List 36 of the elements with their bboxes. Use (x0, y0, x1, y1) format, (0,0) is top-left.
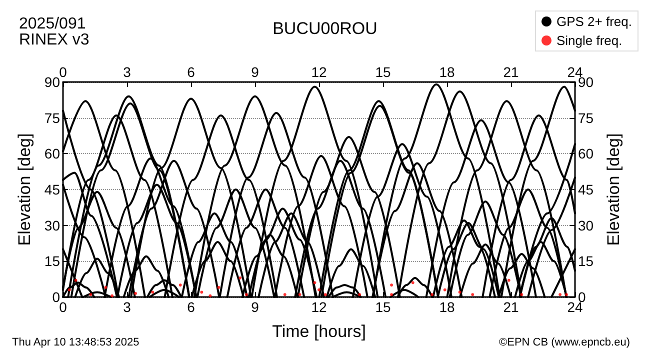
x2-tick-label: 12 (311, 64, 327, 80)
legend-label: Single freq. (556, 33, 622, 48)
x-tick-label: 3 (123, 299, 132, 315)
x2-tick-label: 18 (439, 64, 455, 80)
y2-tick-label: 30 (578, 217, 594, 234)
x-tick-label: 21 (503, 299, 519, 315)
text: 2025/091 (19, 16, 86, 32)
x2-tick-label: 3 (123, 64, 132, 80)
text: RINEX v3 (19, 32, 90, 48)
x2-tick-label: 6 (187, 64, 196, 80)
y-tick-label: 30 (44, 217, 60, 234)
y-tick-label: 75 (44, 110, 60, 126)
y2-tick-label: 15 (578, 253, 594, 270)
y-tick-label: 0 (52, 289, 60, 305)
x-axis-title: Time [hours] (272, 322, 366, 341)
x2-tick-label: 9 (251, 64, 260, 80)
y-tick-label: 45 (44, 182, 60, 198)
x-tick-label: 18 (439, 299, 455, 315)
y2-tick-label: 75 (578, 110, 594, 126)
x-tick-label: 15 (375, 299, 391, 315)
y-tick-label: 15 (44, 253, 60, 270)
x-tick-label: 6 (187, 299, 196, 315)
chart-title: BUCU00ROU (272, 19, 378, 38)
y2-axis-title: Elevation [deg] (604, 133, 623, 246)
text: ©EPN CB (www.epncb.eu) (499, 336, 630, 348)
text: Thu Apr 10 13:48:53 2025 (12, 336, 140, 348)
y2-tick-label: 45 (578, 182, 594, 198)
x2-tick-label: 15 (375, 64, 391, 80)
y-axis-title: Elevation [deg] (15, 133, 34, 246)
y-tick-label: 60 (44, 146, 60, 162)
x2-tick-label: 21 (503, 64, 519, 80)
y2-tick-label: 60 (578, 146, 594, 162)
legend-label: GPS 2+ freq. (556, 14, 632, 29)
x-tick-label: 12 (311, 299, 327, 315)
y-tick-label: 90 (44, 74, 60, 90)
x-tick-label: 9 (251, 299, 260, 315)
